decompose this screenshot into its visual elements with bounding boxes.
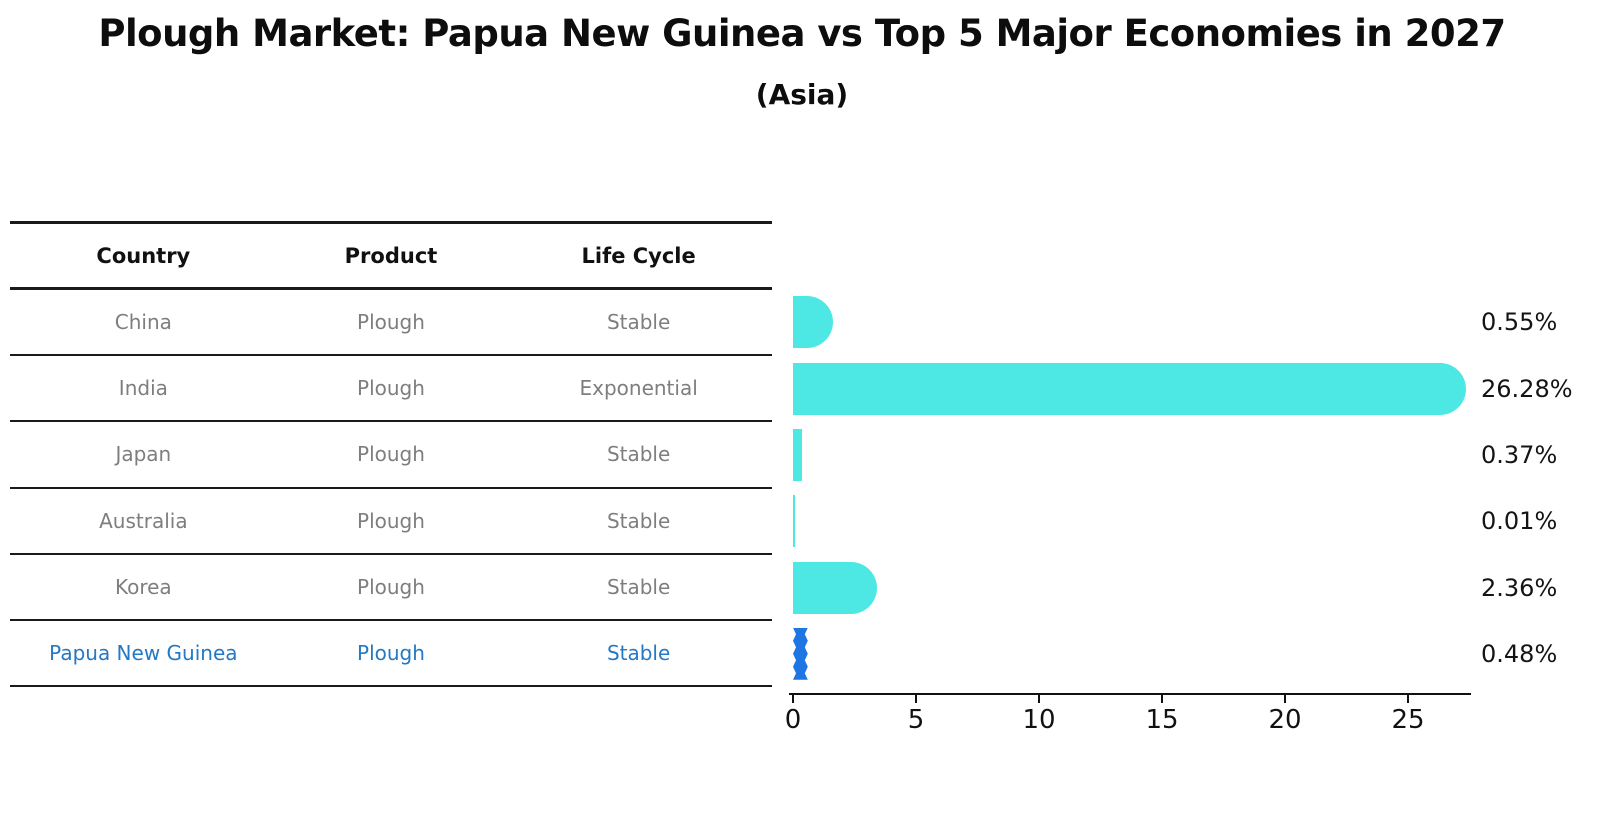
cell-product: Plough	[357, 310, 425, 335]
column-header-country: Country	[96, 243, 191, 268]
x-tick-label: 25	[1391, 705, 1425, 735]
x-tick	[1161, 695, 1163, 703]
x-axis	[789, 693, 1471, 695]
value-label-china: 0.55%	[1481, 308, 1558, 337]
bar-china	[793, 296, 833, 349]
cell-country: Australia	[99, 508, 188, 533]
cell-life_cycle: Stable	[606, 508, 671, 533]
cell-life_cycle: Stable	[606, 442, 671, 467]
x-tick-label: 5	[907, 705, 925, 735]
table-row-australia: Australia Plough Stable	[10, 489, 772, 555]
cell-product: Plough	[357, 376, 425, 401]
column-header-product: Product	[344, 243, 438, 268]
value-label-australia: 0.01%	[1481, 507, 1558, 536]
bar-india	[793, 362, 1466, 415]
cell-life_cycle: Stable	[606, 640, 671, 665]
table-row-japan: Japan Plough Stable	[10, 422, 772, 489]
x-tick	[792, 695, 794, 703]
x-tick-label: 15	[1145, 705, 1179, 735]
cell-product: Plough	[357, 640, 425, 665]
value-label-papua-new-guinea: 0.48%	[1481, 639, 1558, 668]
chart-subtitle: (Asia)	[755, 78, 849, 111]
bar-australia	[793, 495, 795, 548]
cell-country: Korea	[114, 574, 172, 599]
table-row-india: India Plough Exponential	[10, 356, 772, 423]
x-tick	[1407, 695, 1409, 703]
cell-product: Plough	[357, 574, 425, 599]
table-header-row: Country Product Life Cycle	[10, 224, 772, 290]
x-tick	[1038, 695, 1040, 703]
cell-country: China	[114, 310, 172, 335]
x-tick	[915, 695, 917, 703]
value-label-korea: 2.36%	[1481, 573, 1558, 602]
table-row-korea: Korea Plough Stable	[10, 555, 772, 621]
bar-korea	[793, 561, 878, 614]
table-row-china: China Plough Stable	[10, 290, 772, 357]
cell-country: India	[118, 376, 168, 401]
bar-papua-new-guinea	[793, 627, 808, 680]
country-table: Country Product Life Cycle China Plough St…	[10, 221, 772, 688]
bar-japan	[793, 428, 803, 481]
cell-life_cycle: Stable	[606, 310, 671, 335]
table-row-papua-new-guinea: Papua New Guinea Plough Stable	[10, 621, 772, 688]
value-label-india: 26.28%	[1481, 374, 1573, 403]
x-tick-label: 20	[1268, 705, 1302, 735]
column-header-lifecycle: Life Cycle	[581, 243, 696, 268]
cell-life_cycle: Exponential	[579, 376, 698, 401]
cell-country: Papua New Guinea	[49, 640, 238, 665]
cell-country: Japan	[115, 442, 172, 467]
cell-life_cycle: Stable	[606, 574, 671, 599]
cell-product: Plough	[357, 442, 425, 467]
x-tick-label: 10	[1022, 705, 1056, 735]
cell-product: Plough	[357, 508, 425, 533]
x-tick	[1284, 695, 1286, 703]
value-label-japan: 0.37%	[1481, 440, 1558, 469]
chart-title: Plough Market: Papua New Guinea vs Top 5…	[98, 12, 1506, 55]
x-tick-label: 0	[784, 705, 802, 735]
